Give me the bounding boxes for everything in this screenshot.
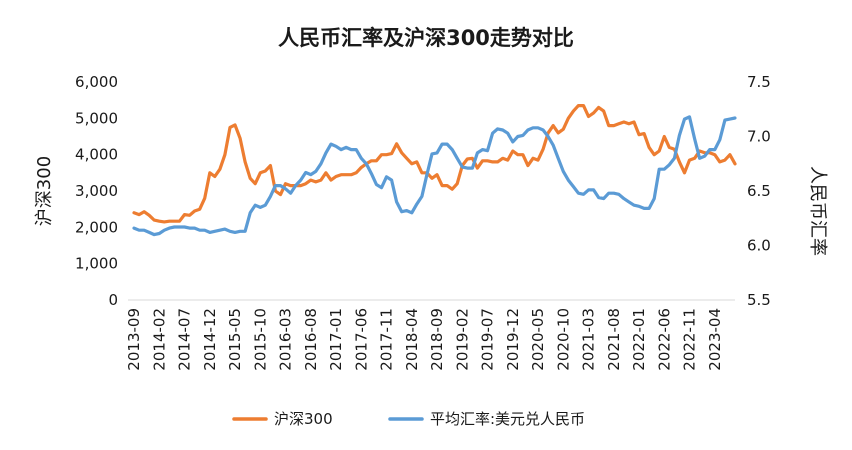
y-right-tick-label: 6.5: [747, 182, 771, 200]
series-line-csi300: [132, 104, 737, 224]
x-tick-label: 2014-12: [201, 308, 219, 371]
y-left-tick-label: 6,000: [75, 73, 118, 91]
chart-title: 人民币汇率及沪深300走势对比: [278, 26, 574, 50]
x-tick-label: 2022-01: [630, 308, 648, 371]
x-tick-label: 2022-11: [681, 308, 699, 371]
x-tick-label: 2023-04: [706, 308, 724, 371]
y-left-tick-label: 4,000: [75, 146, 118, 164]
x-tick-label: 2015-05: [226, 308, 244, 371]
x-tick-label: 2017-01: [327, 308, 345, 371]
y-right-tick-label: 7.5: [747, 73, 771, 91]
legend-label-csi300: 沪深300: [274, 410, 333, 428]
x-tick-label: 2019-07: [479, 308, 497, 371]
x-tick-label: 2017-11: [378, 308, 396, 371]
x-tick-label: 2016-03: [277, 308, 295, 371]
x-tick-label: 2019-12: [504, 308, 522, 371]
x-tick-label: 2014-07: [176, 308, 194, 371]
y-right-tick-label: 6.0: [747, 237, 771, 255]
x-tick-label: 2017-06: [352, 308, 370, 371]
y-right-axis-title: 人民币汇率: [807, 166, 828, 256]
x-tick-label: 2022-06: [655, 308, 673, 371]
y-left-axis-title: 沪深300: [34, 156, 55, 226]
y-right-tick-label: 5.5: [747, 291, 771, 309]
x-tick-label: 2018-04: [403, 308, 421, 371]
x-tick-label: 2014-02: [150, 308, 168, 371]
series-line-usdcny: [132, 115, 737, 237]
y-left-tick-label: 0: [108, 291, 118, 309]
y-right-tick-label: 7.0: [747, 128, 771, 146]
x-tick-label: 2021-03: [580, 308, 598, 371]
x-tick-label: 2021-08: [605, 308, 623, 371]
y-left-tick-label: 2,000: [75, 218, 118, 236]
x-tick-label: 2020-10: [554, 308, 572, 371]
y-left-tick-label: 1,000: [75, 255, 118, 273]
x-tick-label: 2015-10: [251, 308, 269, 371]
legend-label-usdcny: 平均汇率:美元兑人民币: [430, 410, 585, 428]
x-tick-label: 2020-05: [529, 308, 547, 371]
y-left-tick-label: 3,000: [75, 182, 118, 200]
x-tick-label: 2019-02: [453, 308, 471, 371]
x-tick-label: 2016-08: [302, 308, 320, 371]
x-tick-label: 2018-09: [428, 308, 446, 371]
y-left-tick-label: 5,000: [75, 109, 118, 127]
x-tick-label: 2013-09: [125, 308, 143, 371]
